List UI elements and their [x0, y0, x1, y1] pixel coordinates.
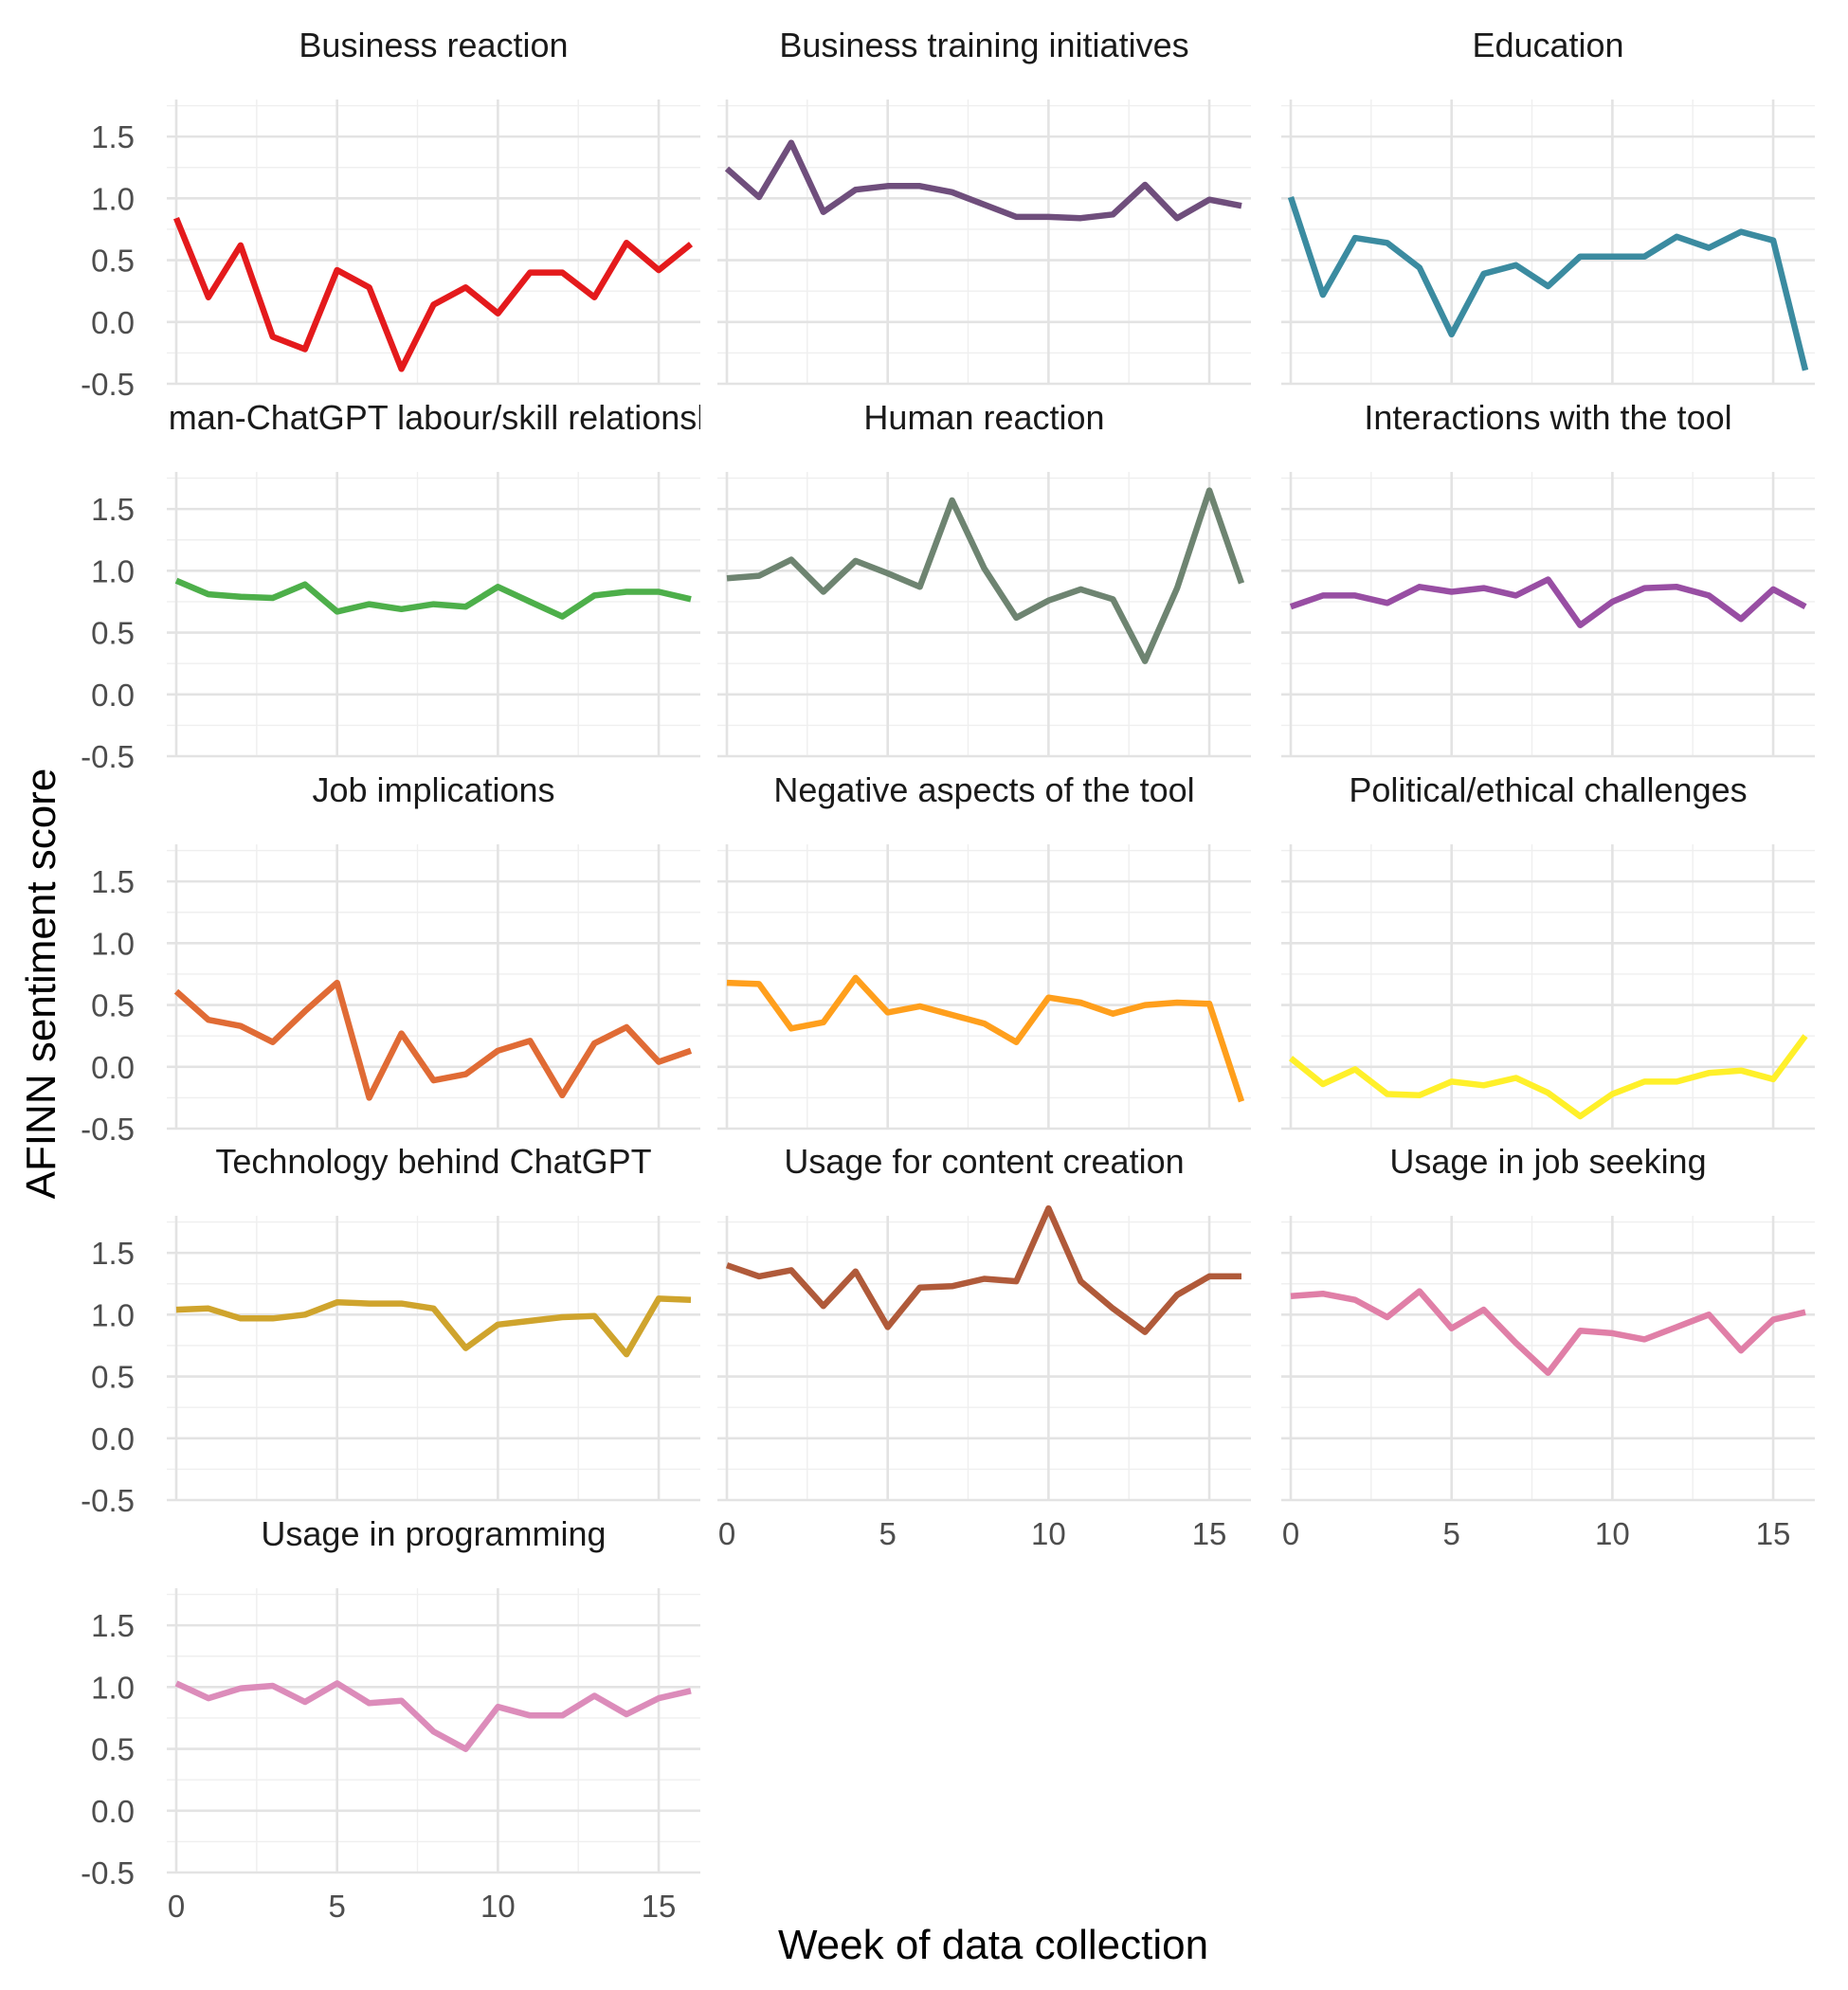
- panel-title: Usage for content creation: [784, 1142, 1184, 1181]
- panel-title: Education: [1472, 26, 1623, 64]
- panel-title: Human reaction: [863, 398, 1104, 437]
- y-tick-label: 0.5: [91, 1360, 135, 1395]
- panels-layer: -0.5 0.0 0.5 1.0 1.5 Business reaction Busines…: [81, 26, 1815, 1924]
- panel-6: Interactions with the tool: [1281, 398, 1815, 758]
- panel-2: Business training initiatives: [717, 26, 1251, 386]
- y-tick-label: 1.5: [91, 119, 135, 154]
- series-line: [174, 577, 692, 620]
- series-line: [172, 216, 694, 372]
- y-tick-label: 1.5: [91, 492, 135, 527]
- series-line: [1289, 576, 1807, 628]
- panel-4: -0.5 0.0 0.5 1.0 1.5 Human-ChatGPT labour/ski…: [81, 398, 743, 774]
- x-axis-title: Week of data collection: [778, 1922, 1208, 1968]
- y-tick-label: 1.0: [91, 1670, 135, 1705]
- y-tick-label: 0.5: [91, 244, 135, 279]
- x-tick-label: 15: [642, 1889, 677, 1924]
- series-line: [725, 1204, 1241, 1335]
- panel-title: Negative aspects of the tool: [773, 770, 1194, 809]
- panel-title: Business reaction: [299, 26, 568, 64]
- x-tick-label: 15: [1192, 1516, 1227, 1551]
- y-tick-label: -0.5: [81, 739, 135, 774]
- series-line: [726, 487, 1245, 664]
- panel-5: Human reaction: [717, 398, 1251, 758]
- series-line: [1290, 1288, 1806, 1376]
- series-line: [175, 1295, 692, 1358]
- panel-title: Human-ChatGPT labour/skill relationship: [125, 398, 743, 437]
- x-tick-label: 0: [718, 1516, 735, 1551]
- y-tick-label: 1.5: [91, 1236, 135, 1271]
- y-tick-label: 0.5: [91, 1732, 135, 1767]
- x-tick-label: 5: [329, 1889, 346, 1924]
- y-tick-label: 1.0: [91, 1297, 135, 1332]
- panel-title: Technology behind ChatGPT: [215, 1142, 651, 1181]
- panel-title: Job implications: [312, 770, 554, 809]
- panel-title: Usage in job seeking: [1389, 1142, 1706, 1181]
- y-tick-label: 0.5: [91, 988, 135, 1023]
- panel-title: Business training initiatives: [779, 26, 1188, 64]
- series-line: [726, 974, 1245, 1103]
- panel-12: 0 5 10 15 Usage in job seeking: [1281, 1142, 1815, 1551]
- x-tick-label: 10: [480, 1889, 516, 1924]
- series-line: [173, 979, 693, 1101]
- y-tick-label: 0.0: [91, 1421, 135, 1456]
- y-tick-label: 0.0: [91, 1050, 135, 1085]
- panel-13: -0.5 0.0 0.5 1.0 1.5 0 5 10 15 Usage in programmi…: [81, 1514, 700, 1924]
- y-tick-label: 1.5: [91, 864, 135, 899]
- x-tick-label: 15: [1756, 1516, 1791, 1551]
- y-tick-label: 1.0: [91, 553, 135, 588]
- panel-10: -0.5 0.0 0.5 1.0 1.5 Technology behind ChatGP…: [81, 1142, 700, 1518]
- panel-title: Political/ethical challenges: [1349, 770, 1747, 809]
- y-tick-label: -0.5: [81, 1855, 135, 1890]
- y-tick-label: 0.0: [91, 305, 135, 340]
- panel-8: Negative aspects of the tool: [717, 770, 1251, 1131]
- x-tick-label: 5: [879, 1516, 897, 1551]
- y-tick-label: -0.5: [81, 367, 135, 402]
- y-tick-label: 1.0: [91, 926, 135, 961]
- x-tick-label: 0: [168, 1889, 185, 1924]
- panel-title: Usage in programming: [261, 1514, 606, 1553]
- y-axis-title: AFINN sentiment score: [18, 769, 64, 1200]
- y-tick-label: 0.0: [91, 678, 135, 713]
- y-tick-label: 0.0: [91, 1794, 135, 1829]
- y-tick-label: -0.5: [81, 1112, 135, 1147]
- x-tick-label: 10: [1595, 1516, 1630, 1551]
- series-line: [724, 139, 1242, 222]
- panel-title: Interactions with the tool: [1364, 398, 1731, 437]
- panel-3: Education: [1281, 26, 1815, 386]
- series-line: [1288, 1034, 1808, 1120]
- panel-7: -0.5 0.0 0.5 1.0 1.5 Job implications: [81, 770, 700, 1147]
- y-tick-label: -0.5: [81, 1483, 135, 1518]
- x-tick-label: 0: [1282, 1516, 1299, 1551]
- series-line: [1287, 195, 1809, 371]
- panel-1: -0.5 0.0 0.5 1.0 1.5 Business reaction: [81, 26, 700, 402]
- y-tick-label: 1.5: [91, 1608, 135, 1643]
- series-line: [174, 1680, 692, 1752]
- x-tick-label: 5: [1443, 1516, 1460, 1551]
- x-tick-label: 10: [1031, 1516, 1066, 1551]
- panel-11: 0 5 10 15 Usage for content creation: [717, 1142, 1251, 1551]
- y-tick-label: 0.5: [91, 616, 135, 651]
- panel-9: Political/ethical challenges: [1281, 770, 1815, 1131]
- y-tick-label: 1.0: [91, 181, 135, 216]
